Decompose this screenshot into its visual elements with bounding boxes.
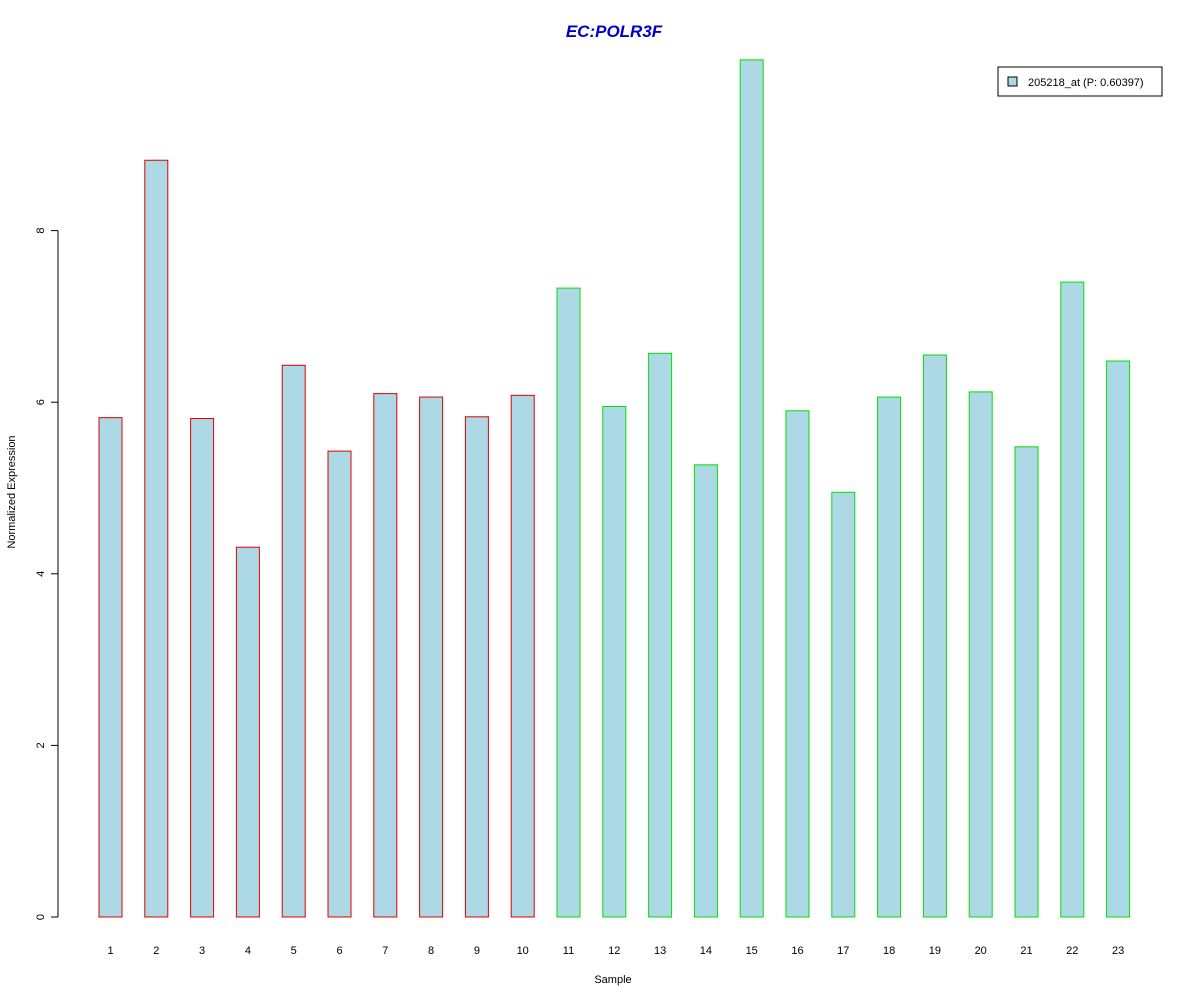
x-tick-label: 3 bbox=[199, 945, 205, 957]
legend-swatch bbox=[1007, 76, 1018, 87]
x-tick-label: 19 bbox=[929, 945, 941, 957]
bar-sample-9 bbox=[464, 416, 489, 918]
bar-sample-6 bbox=[327, 450, 352, 918]
bars-group bbox=[98, 59, 1131, 918]
x-tick-label: 8 bbox=[428, 945, 434, 957]
x-tick-label: 5 bbox=[291, 945, 297, 957]
x-tick-label: 20 bbox=[975, 945, 987, 957]
y-tick-label: 0 bbox=[35, 914, 47, 920]
bar-sample-13 bbox=[648, 352, 673, 918]
legend: 205218_at (P: 0.60397) bbox=[997, 66, 1163, 97]
legend-box bbox=[997, 66, 1163, 97]
bar-sample-7 bbox=[373, 393, 398, 918]
bar-sample-8 bbox=[419, 396, 444, 918]
bar-sample-14 bbox=[693, 464, 718, 918]
bar-sample-20 bbox=[968, 391, 993, 918]
bar-sample-16 bbox=[785, 410, 810, 918]
bar-sample-22 bbox=[1060, 281, 1085, 918]
y-axis: 0 2 4 6 8 bbox=[35, 228, 59, 920]
x-tick-label: 14 bbox=[700, 945, 712, 957]
x-tick-label: 22 bbox=[1066, 945, 1078, 957]
x-tick-label: 16 bbox=[791, 945, 803, 957]
x-tick-label: 18 bbox=[883, 945, 895, 957]
x-tick-label: 21 bbox=[1020, 945, 1032, 957]
bar-sample-18 bbox=[877, 396, 902, 918]
bar-sample-11 bbox=[556, 287, 581, 918]
y-axis-label: Normalized Expression bbox=[6, 435, 18, 548]
x-tick-label: 23 bbox=[1112, 945, 1124, 957]
bar-sample-4 bbox=[235, 546, 260, 918]
x-tick-label: 11 bbox=[563, 945, 574, 957]
y-tick-label: 2 bbox=[35, 742, 47, 748]
bar-sample-23 bbox=[1106, 360, 1131, 918]
bar-sample-10 bbox=[510, 394, 535, 918]
x-tick-label: 13 bbox=[654, 945, 666, 957]
y-tick-label: 4 bbox=[35, 571, 47, 577]
bar-sample-15 bbox=[739, 59, 764, 918]
bar-sample-19 bbox=[922, 354, 947, 918]
bar-sample-1 bbox=[98, 417, 123, 918]
bar-sample-12 bbox=[602, 405, 627, 918]
legend-entry: 205218_at (P: 0.60397) bbox=[1028, 77, 1144, 89]
x-tick-label: 10 bbox=[517, 945, 529, 957]
bar-sample-17 bbox=[831, 491, 856, 918]
x-tick-label: 7 bbox=[382, 945, 388, 957]
x-axis-label: Sample bbox=[594, 974, 631, 986]
x-tick-label: 9 bbox=[474, 945, 480, 957]
x-tick-label: 17 bbox=[837, 945, 849, 957]
x-tick-label: 12 bbox=[608, 945, 620, 957]
x-tick-label: 15 bbox=[746, 945, 758, 957]
x-tick-label: 2 bbox=[153, 945, 159, 957]
bar-sample-5 bbox=[281, 364, 306, 918]
x-tick-label: 1 bbox=[107, 945, 113, 957]
x-tick-label: 4 bbox=[245, 945, 251, 957]
y-tick-label: 8 bbox=[35, 228, 47, 234]
x-axis-labels: 1 2 3 4 5 6 7 8 9 10 11 12 13 14 15 16 17 18 19 20 21 22 23 bbox=[107, 945, 1124, 957]
bar-sample-3 bbox=[190, 418, 215, 918]
y-tick-label: 6 bbox=[35, 399, 47, 405]
chart-title: EC:POLR3F bbox=[566, 22, 663, 41]
bar-sample-21 bbox=[1014, 446, 1039, 918]
bar-sample-2 bbox=[144, 159, 169, 918]
x-tick-label: 6 bbox=[336, 945, 342, 957]
